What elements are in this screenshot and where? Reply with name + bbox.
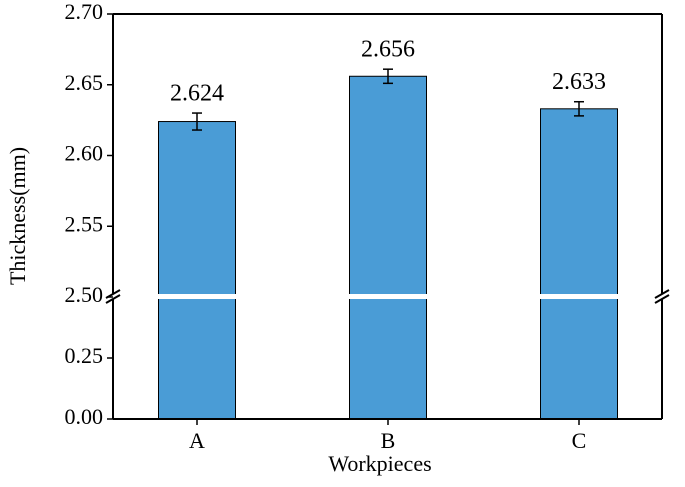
axis-break-mark [654,294,670,304]
x-tick-label: B [381,428,396,453]
x-tick-label: C [572,428,587,453]
x-axis-label: Workpieces [328,451,431,476]
axis-break-mark [654,289,670,299]
axis-break-mark [105,294,121,304]
y-tick-label: 2.55 [65,211,104,236]
x-tick-label: A [189,428,205,453]
y-axis-label: Thickness(mm) [5,147,30,285]
y-tick-label: 0.00 [65,404,104,429]
bar [540,108,618,420]
y-tick-label: 2.50 [65,282,104,307]
axis-break-gap [109,294,666,299]
y-tick-label: 2.60 [65,141,104,166]
y-tick-label: 2.65 [65,70,104,95]
bar [158,121,236,420]
y-tick-label: 2.70 [65,0,104,24]
data-label: 2.633 [552,69,606,95]
data-label: 2.624 [170,81,224,107]
bar [349,75,427,420]
y-tick-label: 0.25 [65,343,104,368]
data-label: 2.656 [361,37,415,63]
